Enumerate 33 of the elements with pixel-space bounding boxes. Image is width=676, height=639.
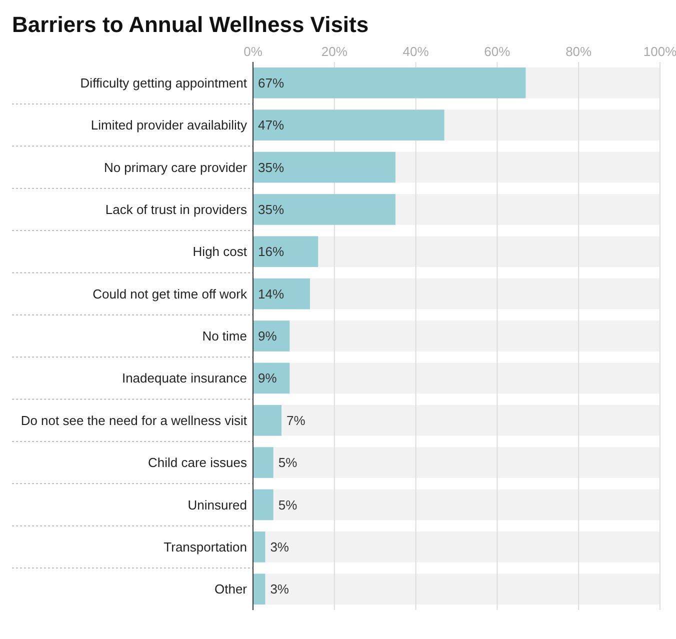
x-tick-label: 60% xyxy=(484,44,511,59)
y-tick-label: Transportation xyxy=(164,539,247,554)
x-tick-label: 100% xyxy=(643,44,676,59)
y-tick-label: Inadequate insurance xyxy=(122,370,247,386)
x-tick-label: 40% xyxy=(402,44,430,59)
y-tick-label: No primary care provider xyxy=(104,160,248,175)
data-label: 14% xyxy=(258,286,284,302)
data-label: 9% xyxy=(258,370,278,386)
y-tick-label: Limited provider availability xyxy=(90,118,248,133)
y-tick-label: Do not see the need for a wellness visit xyxy=(20,412,248,428)
y-tick-label: Uninsured xyxy=(188,497,247,512)
data-label: 16% xyxy=(258,244,284,260)
data-label: 35% xyxy=(258,202,284,217)
x-tick-label: 0% xyxy=(244,44,263,59)
data-label: 35% xyxy=(258,160,284,175)
data-label: 5% xyxy=(278,497,298,512)
y-tick-label: Child care issues xyxy=(148,455,248,470)
data-label: 7% xyxy=(286,412,306,428)
data-label: 3% xyxy=(270,539,290,554)
y-tick-label: Lack of trust in providers xyxy=(105,202,248,217)
y-tick-label: Difficulty getting appointment xyxy=(80,75,248,90)
y-tick-label: High cost xyxy=(192,244,248,260)
data-label: 9% xyxy=(258,328,278,344)
data-label: 5% xyxy=(278,455,298,470)
y-tick-label: Could not get time off work xyxy=(92,286,248,302)
data-label: 47% xyxy=(258,118,284,133)
y-tick-label: Other xyxy=(214,582,248,597)
data-label: 67% xyxy=(258,75,284,90)
data-label: 3% xyxy=(270,582,290,597)
x-tick-label: 80% xyxy=(566,44,592,59)
chart-title: Barriers to Annual Wellness Visits xyxy=(12,12,369,37)
y-tick-label: No time xyxy=(202,328,247,344)
x-tick-label: 20% xyxy=(321,44,348,59)
